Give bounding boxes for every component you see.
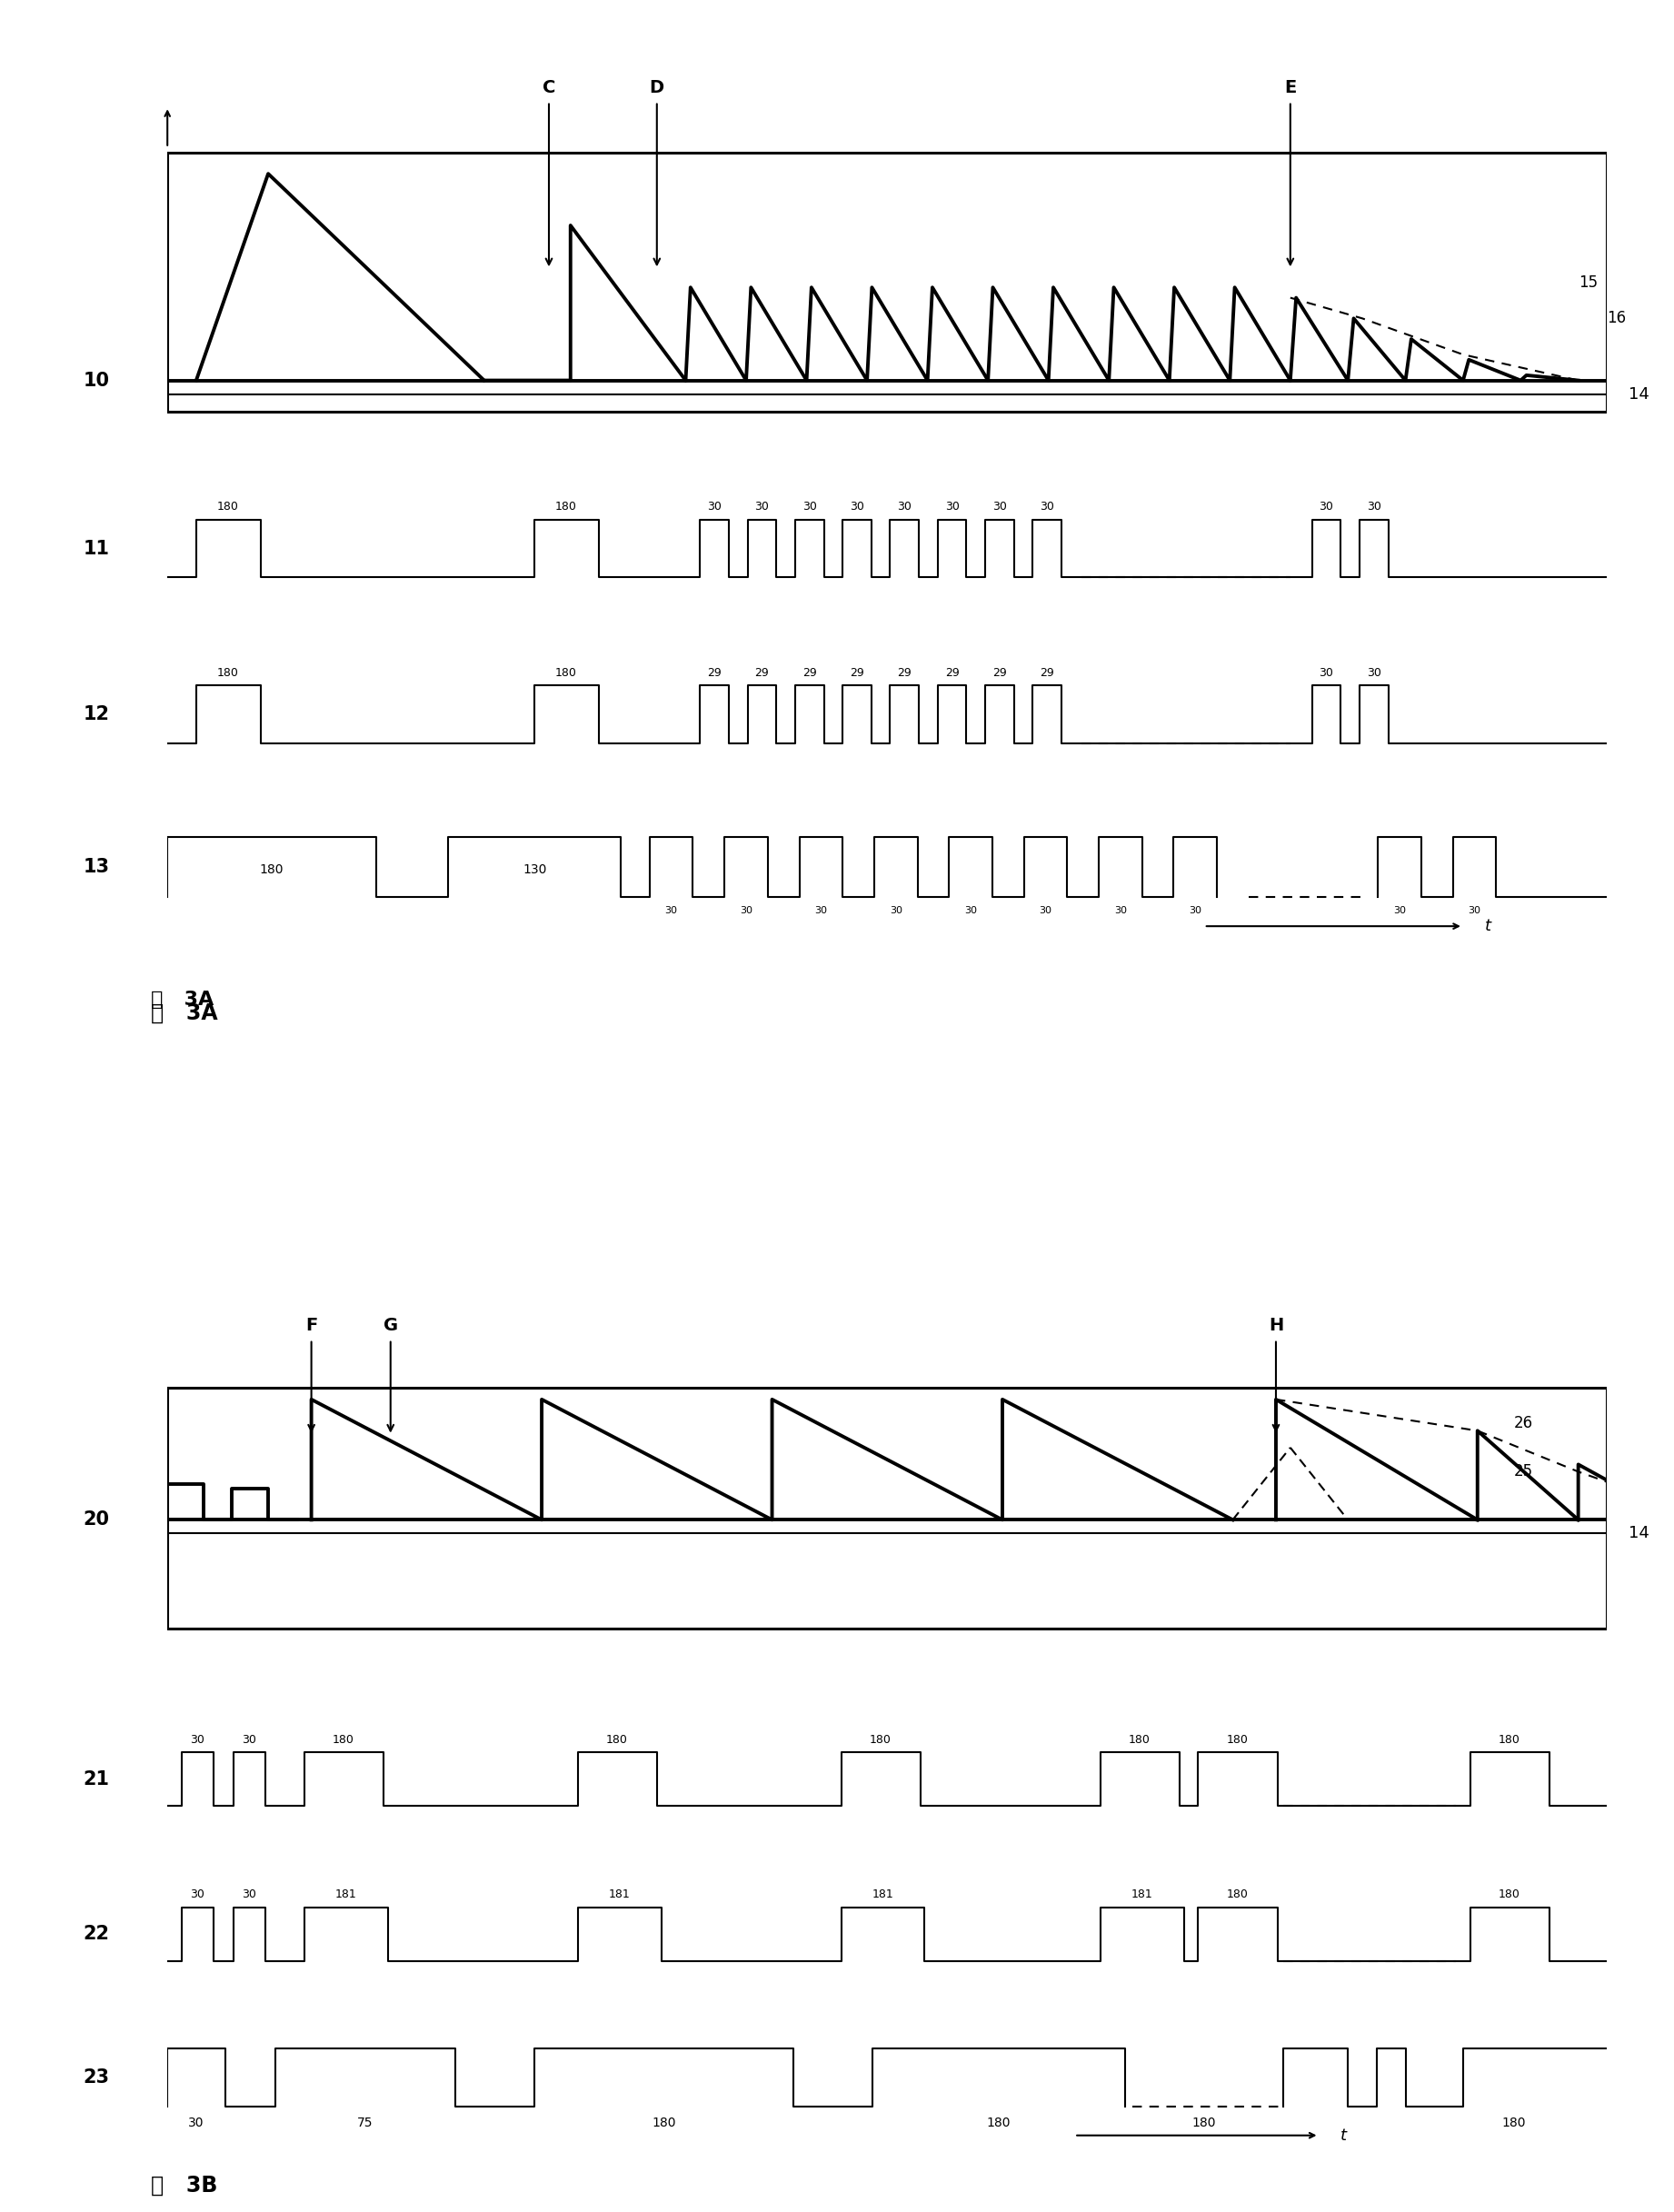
Text: 29: 29 (1040, 668, 1055, 679)
Text: D: D (650, 80, 665, 97)
Text: 30: 30 (802, 502, 817, 513)
Text: 180: 180 (1498, 1734, 1520, 1745)
Text: 29: 29 (944, 668, 959, 679)
Text: 30: 30 (191, 1734, 204, 1745)
Text: 30: 30 (964, 907, 978, 916)
Text: 30: 30 (850, 502, 864, 513)
Text: 180: 180 (1225, 1889, 1247, 1900)
Text: t: t (1485, 918, 1492, 933)
Text: 14: 14 (1629, 387, 1649, 403)
Text: 180: 180 (218, 668, 239, 679)
Text: 30: 30 (993, 502, 1006, 513)
Text: 30: 30 (1366, 668, 1381, 679)
Text: 30: 30 (706, 502, 721, 513)
Text: 30: 30 (740, 907, 753, 916)
Text: 180: 180 (869, 1734, 891, 1745)
Text: 180: 180 (259, 863, 283, 876)
Text: 180: 180 (986, 2117, 1009, 2130)
Text: 30: 30 (1115, 907, 1127, 916)
Text: 30: 30 (1319, 668, 1334, 679)
Text: 26: 26 (1513, 1416, 1533, 1431)
Text: 180: 180 (218, 502, 239, 513)
Text: 10: 10 (84, 372, 110, 389)
Text: 14: 14 (1629, 1524, 1649, 1542)
Text: 30: 30 (1319, 502, 1334, 513)
Text: 180: 180 (653, 2117, 676, 2130)
Text: 25: 25 (1513, 1464, 1533, 1480)
Text: 11: 11 (84, 540, 110, 557)
Text: 29: 29 (897, 668, 912, 679)
Text: 12: 12 (84, 706, 110, 723)
Text: 180: 180 (606, 1734, 628, 1745)
Text: 29: 29 (802, 668, 817, 679)
Text: G: G (383, 1316, 398, 1334)
Text: 181: 181 (335, 1889, 357, 1900)
Text: 30: 30 (1468, 907, 1481, 916)
Text: 180: 180 (1128, 1734, 1150, 1745)
Text: 图   3A: 图 3A (151, 991, 214, 1009)
Text: 180: 180 (1192, 2117, 1215, 2130)
Text: 21: 21 (84, 1770, 110, 1787)
Text: 图   3A: 图 3A (151, 1002, 218, 1024)
Text: 30: 30 (1040, 502, 1055, 513)
Text: C: C (542, 80, 556, 97)
Text: 180: 180 (556, 668, 578, 679)
Text: 29: 29 (708, 668, 721, 679)
Text: 180: 180 (1498, 1889, 1520, 1900)
Text: 30: 30 (897, 502, 912, 513)
Text: F: F (305, 1316, 318, 1334)
Text: 16: 16 (1607, 310, 1625, 327)
Text: 181: 181 (1132, 1889, 1153, 1900)
Text: 30: 30 (1040, 907, 1051, 916)
Text: 30: 30 (191, 1889, 204, 1900)
Text: 图   3B: 图 3B (151, 2174, 218, 2197)
Text: 23: 23 (84, 2068, 110, 2086)
Text: 29: 29 (850, 668, 864, 679)
Text: 181: 181 (609, 1889, 629, 1900)
Text: 30: 30 (1189, 907, 1202, 916)
Text: 180: 180 (556, 502, 578, 513)
Text: 30: 30 (755, 502, 768, 513)
Text: 30: 30 (243, 1889, 256, 1900)
Text: 30: 30 (665, 907, 678, 916)
Text: 180: 180 (1502, 2117, 1525, 2130)
Text: 180: 180 (331, 1734, 353, 1745)
Text: t: t (1341, 2128, 1348, 2143)
Text: E: E (1284, 80, 1296, 97)
Text: 30: 30 (944, 502, 959, 513)
Text: 22: 22 (84, 1924, 110, 1942)
Text: 130: 130 (522, 863, 546, 876)
Text: 30: 30 (1393, 907, 1406, 916)
Text: 29: 29 (993, 668, 1006, 679)
Text: 75: 75 (357, 2117, 373, 2130)
Text: 180: 180 (1225, 1734, 1247, 1745)
Text: 30: 30 (1366, 502, 1381, 513)
Text: 30: 30 (187, 2117, 204, 2130)
Text: 30: 30 (243, 1734, 256, 1745)
Text: 15: 15 (1579, 274, 1597, 290)
Text: H: H (1269, 1316, 1284, 1334)
Text: 181: 181 (872, 1889, 894, 1900)
Text: 30: 30 (815, 907, 827, 916)
Text: 29: 29 (755, 668, 768, 679)
Text: 13: 13 (84, 858, 110, 876)
Text: 20: 20 (84, 1511, 110, 1528)
Text: 30: 30 (889, 907, 902, 916)
